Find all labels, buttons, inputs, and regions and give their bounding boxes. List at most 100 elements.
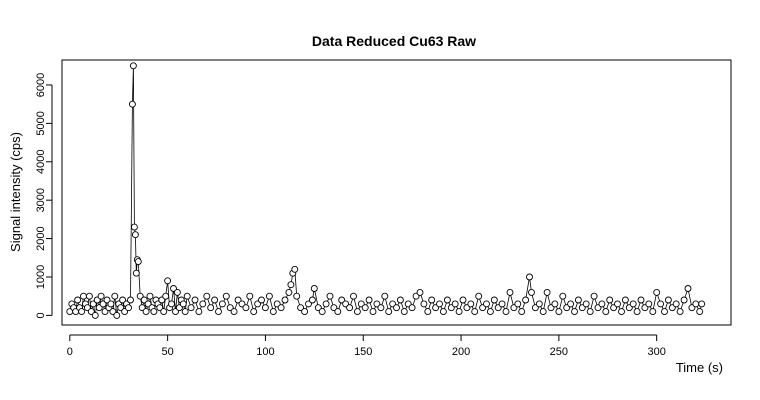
axes: 0 50 100 150 200 250 3000100020003000400050006… bbox=[35, 73, 666, 358]
data-point bbox=[436, 300, 443, 308]
data-point bbox=[215, 308, 222, 316]
data-point bbox=[287, 281, 295, 289]
data-point bbox=[680, 296, 688, 304]
data-point bbox=[113, 311, 121, 319]
data-point bbox=[661, 308, 668, 316]
data-point bbox=[385, 308, 393, 316]
data-point bbox=[522, 296, 530, 304]
data-point bbox=[514, 300, 522, 308]
y-tick-label: 4000 bbox=[35, 150, 47, 174]
y-tick-label: 3000 bbox=[35, 188, 47, 212]
data-point bbox=[543, 288, 551, 296]
data-point bbox=[551, 300, 559, 308]
data-point bbox=[598, 300, 606, 308]
data-point bbox=[346, 304, 354, 312]
data-point bbox=[535, 300, 543, 308]
data-point bbox=[127, 296, 134, 304]
data-point bbox=[183, 292, 191, 300]
data-point bbox=[160, 308, 168, 316]
data-point bbox=[187, 304, 195, 312]
data-point bbox=[350, 292, 357, 300]
data-point bbox=[633, 308, 641, 316]
plot-frame bbox=[61, 59, 732, 326]
data-point bbox=[80, 292, 87, 300]
y-axis-label: Signal intensity (cps) bbox=[8, 132, 23, 252]
data-point bbox=[281, 296, 289, 304]
data-point bbox=[498, 300, 506, 308]
data-point bbox=[586, 308, 594, 316]
data-point bbox=[310, 285, 318, 292]
data-point bbox=[502, 308, 510, 316]
data-point bbox=[230, 308, 238, 316]
data-point bbox=[416, 288, 424, 296]
data-point bbox=[377, 304, 385, 312]
data-point bbox=[129, 62, 137, 70]
data-point bbox=[195, 308, 203, 316]
data-point bbox=[107, 300, 115, 308]
data-point bbox=[582, 300, 590, 308]
data-point bbox=[179, 300, 187, 308]
data-point bbox=[424, 308, 432, 316]
data-point bbox=[269, 308, 277, 316]
data-point bbox=[297, 304, 305, 312]
data-point bbox=[173, 288, 181, 296]
data-points bbox=[66, 62, 706, 319]
data-point bbox=[261, 304, 269, 312]
data-point bbox=[322, 300, 330, 308]
data-point bbox=[265, 292, 273, 300]
data-point bbox=[132, 269, 140, 277]
data-point bbox=[518, 308, 526, 316]
data-point bbox=[125, 304, 132, 312]
data-point bbox=[590, 292, 598, 300]
data-point bbox=[400, 308, 408, 316]
data-point bbox=[207, 304, 215, 312]
data-point bbox=[571, 308, 578, 316]
data-point bbox=[475, 292, 483, 300]
data-point bbox=[621, 296, 629, 304]
y-tick-label: 5000 bbox=[35, 111, 47, 135]
data-point bbox=[211, 296, 219, 304]
data-point bbox=[614, 300, 621, 308]
y-tick-label: 6000 bbox=[35, 73, 47, 97]
data-point bbox=[353, 308, 361, 316]
data-point bbox=[119, 296, 127, 304]
data-point bbox=[277, 304, 285, 312]
data-point bbox=[291, 265, 299, 273]
data-point bbox=[408, 304, 416, 312]
data-point bbox=[676, 308, 684, 316]
data-point bbox=[696, 308, 704, 316]
data-point bbox=[443, 296, 451, 304]
data-point bbox=[486, 308, 494, 316]
data-point bbox=[97, 292, 105, 300]
data-point bbox=[684, 285, 692, 292]
data-point bbox=[692, 300, 700, 308]
data-point bbox=[629, 300, 637, 308]
data-point bbox=[246, 292, 254, 300]
data-point bbox=[439, 308, 447, 316]
data-point bbox=[506, 288, 514, 296]
chart-title: Data Reduced Cu63 Raw bbox=[312, 33, 476, 49]
data-point bbox=[293, 292, 301, 300]
data-point bbox=[649, 308, 657, 316]
data-point bbox=[308, 296, 316, 304]
y-tick-label: 2000 bbox=[35, 226, 47, 250]
x-axis-label: Time (s) bbox=[676, 360, 723, 375]
data-point bbox=[164, 277, 172, 285]
data-point bbox=[369, 308, 377, 316]
data-point bbox=[326, 292, 334, 300]
data-point bbox=[698, 300, 706, 308]
data-point bbox=[381, 292, 389, 300]
data-point bbox=[420, 300, 428, 308]
data-point bbox=[250, 308, 258, 316]
data-point bbox=[396, 296, 404, 304]
data-point bbox=[131, 231, 139, 239]
x-tick-label: 0 bbox=[67, 346, 73, 358]
data-point bbox=[483, 300, 490, 308]
x-tick-label: 150 bbox=[354, 346, 372, 358]
data-point bbox=[142, 308, 150, 316]
data-point bbox=[606, 296, 614, 304]
data-point bbox=[301, 308, 309, 316]
data-point bbox=[567, 300, 575, 308]
y-tick-label: 0 bbox=[35, 312, 47, 318]
